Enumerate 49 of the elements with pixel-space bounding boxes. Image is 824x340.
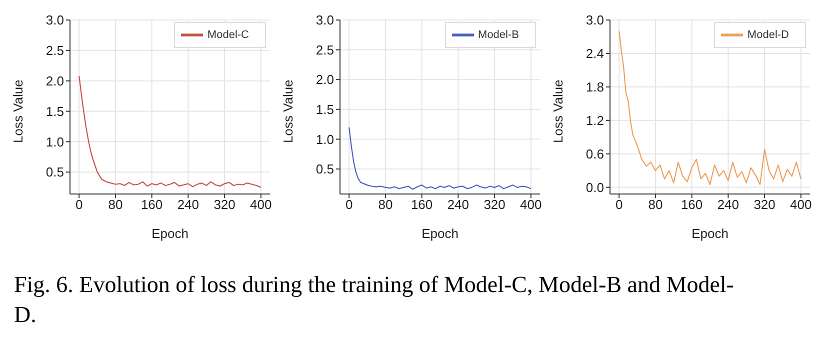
- y-tick-label: 0.5: [316, 162, 334, 177]
- caption: Fig. 6. Evolution of loss during the training of Model-C, Model-B and Model-D.: [14, 271, 734, 329]
- y-axis-title: Loss Value: [280, 80, 296, 143]
- y-tick-label: 0.6: [586, 146, 604, 162]
- y-tick-label: 1.0: [316, 132, 334, 147]
- legend-label: Model-B: [478, 28, 519, 41]
- x-tick-label: 400: [790, 197, 812, 212]
- x-tick-label: 240: [177, 197, 200, 212]
- line-series: [348, 126, 532, 190]
- y-tick-label: 2.4: [586, 46, 604, 62]
- x-tick-label: 160: [680, 197, 703, 212]
- x-axis-title: Epoch: [422, 226, 458, 241]
- y-tick-label: 1.2: [586, 113, 604, 128]
- x-tick-label: 80: [378, 197, 393, 212]
- y-tick-label: 2.5: [316, 42, 334, 58]
- x-tick-label: 0: [615, 197, 623, 212]
- x-tick-label: 160: [410, 197, 433, 212]
- y-tick-label: 3.0: [46, 12, 64, 28]
- y-tick-label: 2.0: [316, 72, 334, 88]
- x-tick-label: 240: [447, 197, 470, 212]
- y-axis-title: Loss Value: [10, 80, 26, 143]
- x-tick-label: 160: [140, 197, 163, 212]
- x-tick-label: 0: [75, 197, 83, 212]
- y-tick-label: 1.0: [46, 134, 64, 150]
- y-tick-label: 2.5: [46, 43, 64, 58]
- y-tick-label: 2.0: [46, 73, 64, 88]
- x-tick-label: 400: [520, 197, 542, 212]
- y-tick-label: 1.5: [46, 104, 64, 119]
- y-tick-label: 1.5: [316, 102, 334, 117]
- x-tick-label: 320: [484, 197, 506, 212]
- x-tick-label: 320: [214, 197, 236, 212]
- y-tick-label: 0.0: [586, 180, 604, 195]
- line-series: [618, 30, 802, 186]
- y-axis-title: Loss Value: [550, 80, 566, 143]
- legend-label: Model-D: [747, 28, 789, 41]
- legend-label: Model-C: [207, 28, 249, 41]
- x-tick-label: 80: [108, 197, 123, 212]
- y-tick-label: 1.8: [586, 80, 604, 95]
- y-tick-label: 3.0: [316, 12, 334, 28]
- y-tick-label: 0.5: [46, 164, 64, 180]
- x-axis-title: Epoch: [152, 226, 188, 241]
- x-tick-label: 320: [754, 197, 776, 212]
- x-tick-label: 0: [345, 197, 353, 212]
- line-series: [78, 75, 262, 188]
- x-axis-title: Epoch: [692, 226, 728, 241]
- x-tick-label: 400: [250, 197, 272, 212]
- x-tick-label: 80: [648, 197, 663, 212]
- y-tick-label: 3.0: [586, 12, 604, 28]
- x-tick-label: 240: [717, 197, 740, 212]
